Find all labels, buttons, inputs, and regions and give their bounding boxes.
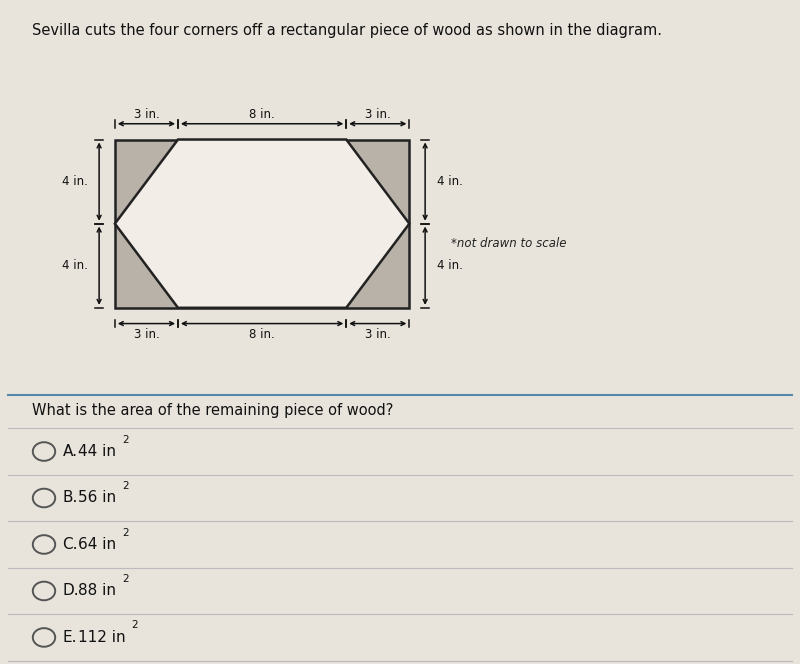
Text: 2: 2 (122, 434, 129, 445)
Text: 3 in.: 3 in. (365, 108, 390, 122)
Text: 44 in: 44 in (78, 444, 117, 459)
Text: B.: B. (62, 491, 78, 505)
Text: 4 in.: 4 in. (437, 175, 462, 188)
Polygon shape (115, 139, 410, 308)
Text: C.: C. (62, 537, 78, 552)
Text: 3 in.: 3 in. (365, 328, 390, 341)
Text: 112 in: 112 in (78, 630, 126, 645)
Text: 2: 2 (122, 574, 129, 584)
Text: 2: 2 (122, 481, 129, 491)
Text: 2: 2 (122, 527, 129, 538)
Text: Sevilla cuts the four corners off a rectangular piece of wood as shown in the di: Sevilla cuts the four corners off a rect… (32, 23, 662, 39)
Text: E.: E. (62, 630, 77, 645)
Text: 4 in.: 4 in. (62, 175, 87, 188)
Text: What is the area of the remaining piece of wood?: What is the area of the remaining piece … (32, 403, 394, 418)
Text: 2: 2 (131, 620, 138, 631)
Text: 56 in: 56 in (78, 491, 117, 505)
Text: 88 in: 88 in (78, 584, 117, 598)
Text: *not drawn to scale: *not drawn to scale (451, 237, 567, 250)
Text: 3 in.: 3 in. (134, 328, 159, 341)
Text: 4 in.: 4 in. (437, 259, 462, 272)
Text: 4 in.: 4 in. (62, 259, 87, 272)
Text: D.: D. (62, 584, 79, 598)
Text: 8 in.: 8 in. (250, 108, 275, 122)
Text: 8 in.: 8 in. (250, 328, 275, 341)
Text: 3 in.: 3 in. (134, 108, 159, 122)
Polygon shape (115, 139, 410, 308)
Text: A.: A. (62, 444, 78, 459)
Text: 64 in: 64 in (78, 537, 117, 552)
